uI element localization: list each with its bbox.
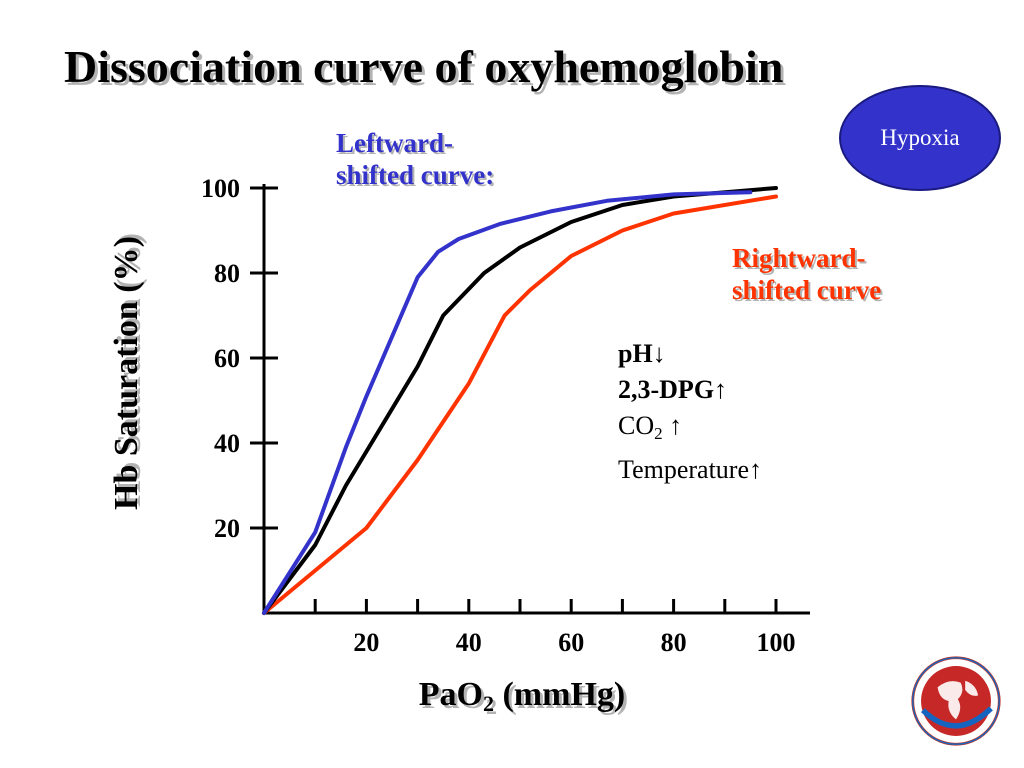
x-tick-label: 20	[353, 628, 379, 657]
x-tick-label: 80	[661, 628, 687, 657]
normal-shift-curve	[262, 186, 778, 615]
x-axis-label: PaO2 (mmHg)	[0, 676, 1024, 717]
x-axis-label-subscript: 2	[482, 691, 494, 716]
hypoxia-badge: Hypoxia	[839, 85, 1001, 191]
right-shift-curve	[262, 194, 778, 615]
y-tick-label: 80	[214, 259, 240, 288]
factor-co2-main: CO	[618, 411, 655, 440]
leftward-shift-line-1: Leftward-	[336, 128, 453, 158]
factor-co2-arrow: ↑	[662, 411, 683, 440]
factor-temperature: Temperature↑	[618, 455, 762, 484]
y-tick-label: 40	[214, 429, 240, 458]
chart-series	[262, 186, 778, 615]
x-tick-label: 100	[757, 628, 796, 657]
factor-co2-subscript: 2	[654, 424, 663, 443]
x-axis-label-unit: (mmHg)	[493, 676, 626, 713]
x-tick-label: 40	[456, 628, 482, 657]
rightward-shift-line-2: shifted curve	[732, 275, 882, 305]
y-axis-label: Hb Saturation (%)	[108, 236, 145, 510]
left-shift-curve	[262, 190, 753, 615]
y-tick-label: 60	[214, 344, 240, 373]
y-tick-label: 20	[214, 514, 240, 543]
factor-co2: CO2 ↑	[618, 408, 762, 452]
factor-ph: pH↓	[618, 339, 666, 368]
chart-axes: 20 40 60 80 100 20 40 60 80 100	[201, 174, 810, 657]
y-tick-label: 100	[201, 174, 240, 203]
rightward-shift-line-1: Rightward-	[732, 243, 866, 273]
right-shift-factors: pH↓ 2,3-DPG↑ CO2 ↑ Temperature↑	[618, 336, 762, 488]
rightward-shift-annotation: Rightward- shifted curve	[732, 242, 881, 306]
university-logo-icon	[911, 656, 1001, 746]
leftward-shift-line-2: shifted curve:	[336, 160, 495, 190]
x-tick-label: 60	[558, 628, 584, 657]
x-axis-label-main: PaO	[418, 676, 483, 713]
leftward-shift-annotation: Leftward- shifted curve:	[336, 127, 494, 191]
hypoxia-badge-label: Hypoxia	[880, 125, 960, 150]
slide-title: Dissociation curve of oxyhemoglobin	[64, 41, 784, 92]
factor-dpg: 2,3-DPG↑	[618, 375, 728, 404]
